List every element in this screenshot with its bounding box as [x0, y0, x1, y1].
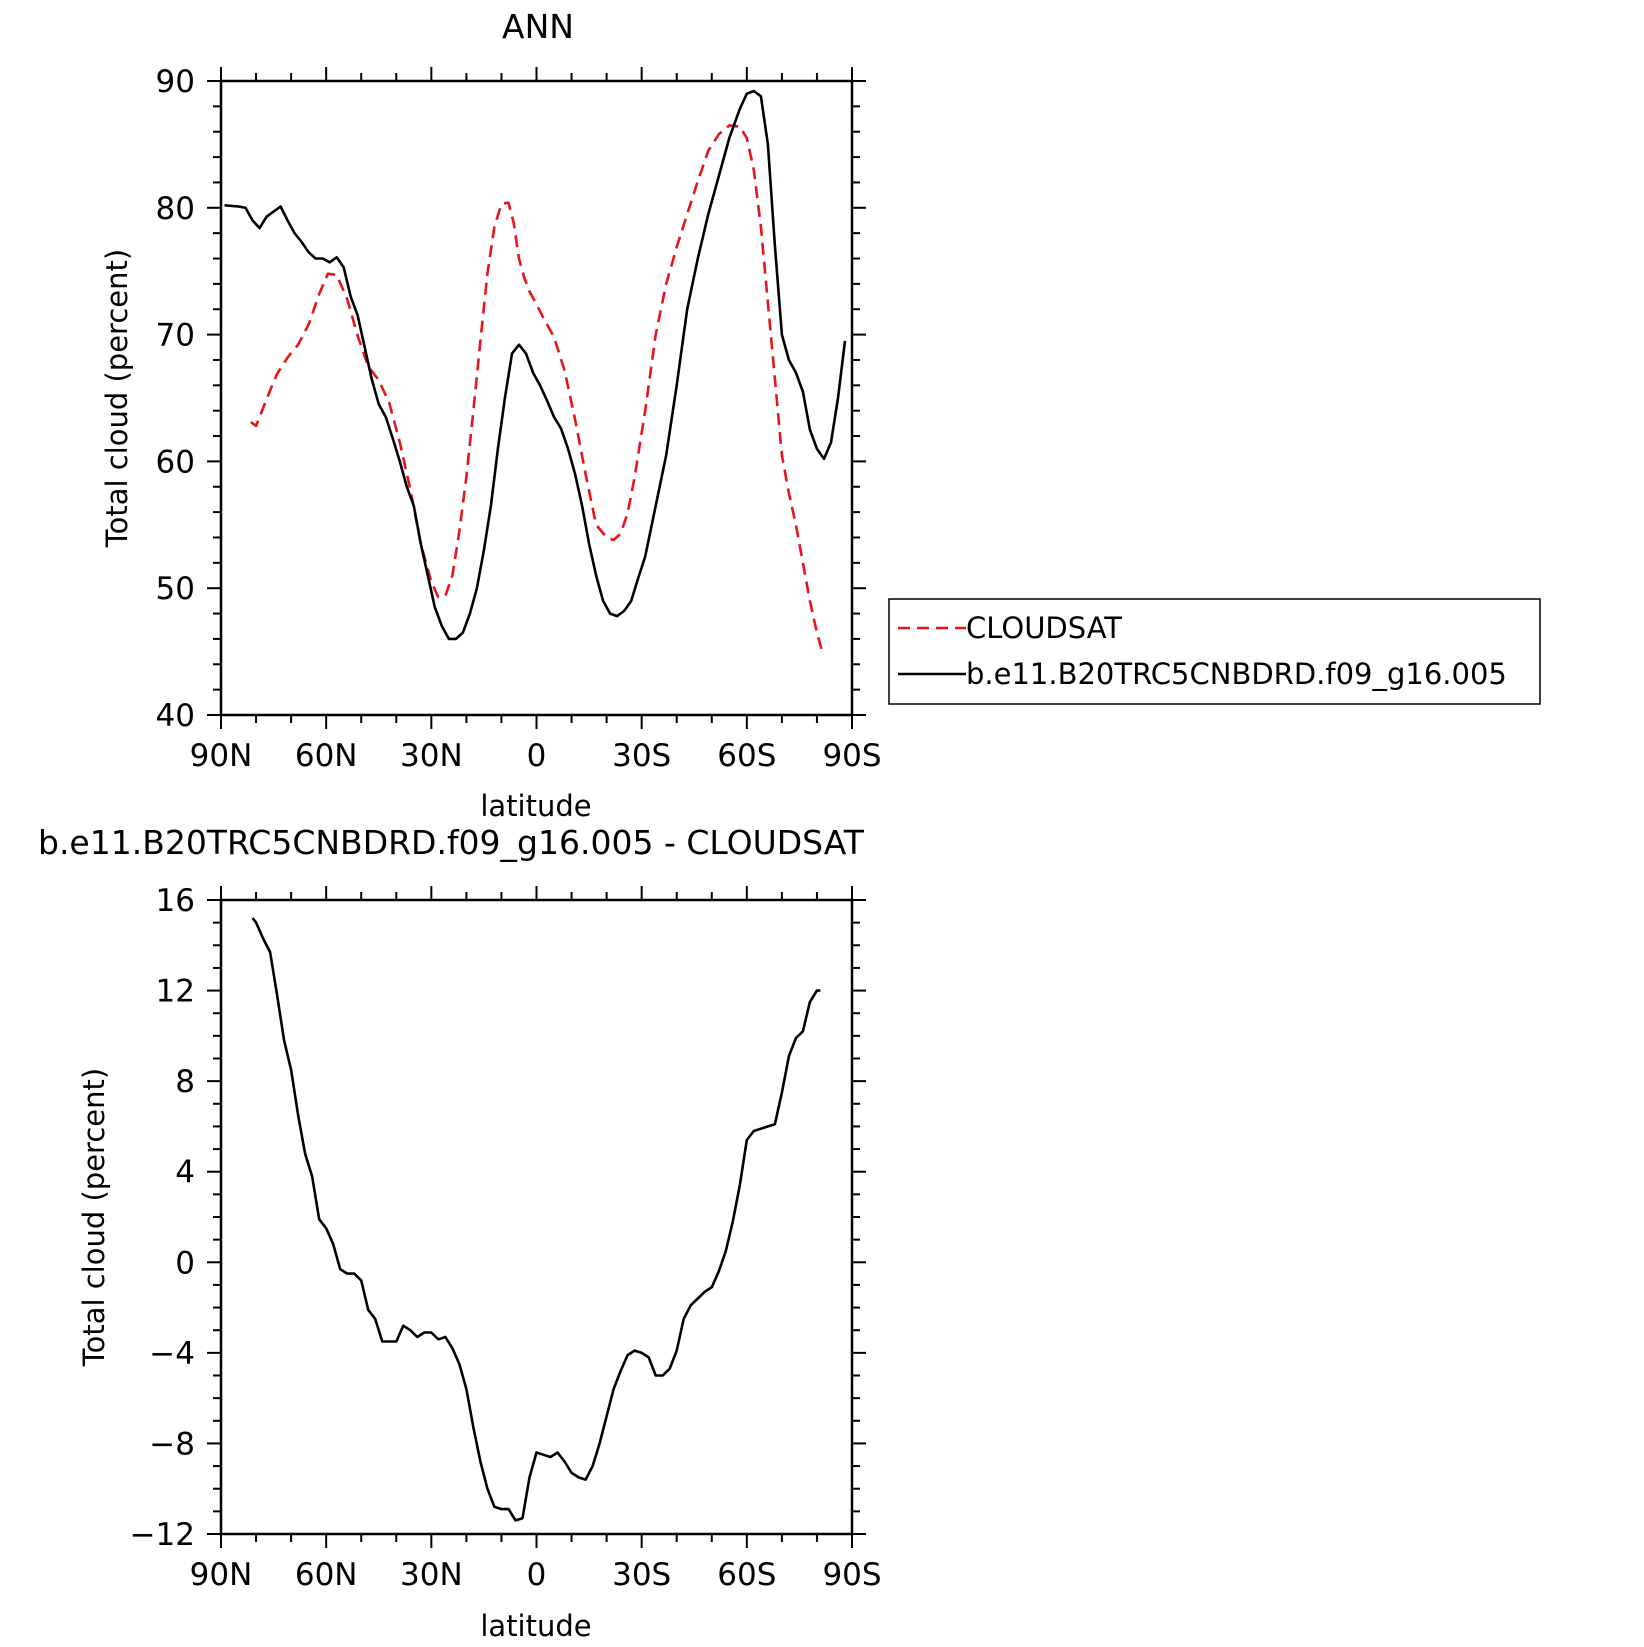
top-plot-lines — [224, 89, 847, 652]
bottom-y-tick-label: −12 — [130, 1517, 195, 1553]
top-x-tick-label: 0 — [527, 738, 547, 774]
bottom-plot-lines — [251, 917, 821, 1522]
top-title: ANN — [502, 7, 574, 46]
top-y-axis-label: Total cloud (percent) — [100, 249, 134, 548]
top-x-tick-label: 30N — [400, 738, 463, 774]
bottom-x-tick-label: 30N — [400, 1557, 463, 1593]
bottom-x-tick-label: 90S — [822, 1557, 881, 1593]
bottom-panel: b.e11.B20TRC5CNBDRD.f09_g16.005 - CLOUDS… — [38, 823, 882, 1643]
bottom-y-tick-label: −8 — [149, 1426, 195, 1462]
top-axis-ticks — [207, 67, 866, 729]
legend: CLOUDSAT b.e11.B20TRC5CNBDRD.f09_g16.005 — [888, 598, 1541, 705]
bottom-y-tick-label: 8 — [175, 1064, 195, 1100]
top-x-tick-label: 90N — [190, 738, 253, 774]
top-x-tick-labels: 90N 60N 30N 0 30S 60S 90S — [190, 738, 882, 774]
bottom-x-axis-label: latitude — [480, 1609, 591, 1643]
top-y-tick-label: 50 — [156, 571, 195, 607]
bottom-x-tick-label: 60N — [295, 1557, 358, 1593]
bottom-x-tick-label: 30S — [612, 1557, 671, 1593]
bottom-plot-frame — [219, 898, 854, 1536]
bottom-y-tick-labels: −12 −8 −4 0 4 8 12 16 — [130, 883, 195, 1553]
bottom-x-tick-label: 60S — [717, 1557, 776, 1593]
top-y-tick-label: 70 — [156, 318, 195, 354]
top-y-tick-label: 60 — [156, 444, 195, 480]
bottom-x-tick-label: 90N — [190, 1557, 253, 1593]
top-y-tick-label: 40 — [156, 698, 195, 734]
top-y-tick-labels: 40 50 60 70 80 90 — [156, 64, 195, 734]
legend-label-model: b.e11.B20TRC5CNBDRD.f09_g16.005 — [966, 657, 1507, 691]
bottom-x-tick-labels: 90N 60N 30N 0 30S 60S 90S — [190, 1557, 882, 1593]
bottom-y-tick-label: 16 — [156, 883, 195, 919]
top-x-tick-label: 90S — [822, 738, 881, 774]
top-x-tick-label: 60S — [717, 738, 776, 774]
bottom-axis-ticks — [207, 886, 866, 1548]
bottom-y-tick-label: 4 — [175, 1155, 195, 1191]
bottom-x-tick-label: 0 — [527, 1557, 547, 1593]
top-panel: ANN 40 50 60 70 80 90 90N 60N 30N 0 30S 60S 90S lat… — [100, 7, 1541, 823]
top-plot-frame — [219, 79, 854, 717]
legend-box — [888, 598, 1541, 705]
bottom-y-tick-label: −4 — [149, 1336, 195, 1372]
top-x-axis-label: latitude — [480, 789, 591, 823]
top-x-tick-label: 60N — [295, 738, 358, 774]
top-series-line-0 — [250, 124, 824, 652]
legend-label-cloudsat: CLOUDSAT — [966, 611, 1122, 645]
bottom-series-line-0 — [251, 917, 821, 1522]
top-series-line-1 — [224, 89, 847, 641]
bottom-title: b.e11.B20TRC5CNBDRD.f09_g16.005 - CLOUDS… — [38, 823, 865, 862]
bottom-y-tick-label: 0 — [175, 1245, 195, 1281]
top-x-tick-label: 30S — [612, 738, 671, 774]
top-y-tick-label: 90 — [156, 64, 195, 100]
bottom-y-axis-label: Total cloud (percent) — [77, 1068, 111, 1367]
top-y-tick-label: 80 — [156, 191, 195, 227]
bottom-y-tick-label: 12 — [156, 974, 195, 1010]
